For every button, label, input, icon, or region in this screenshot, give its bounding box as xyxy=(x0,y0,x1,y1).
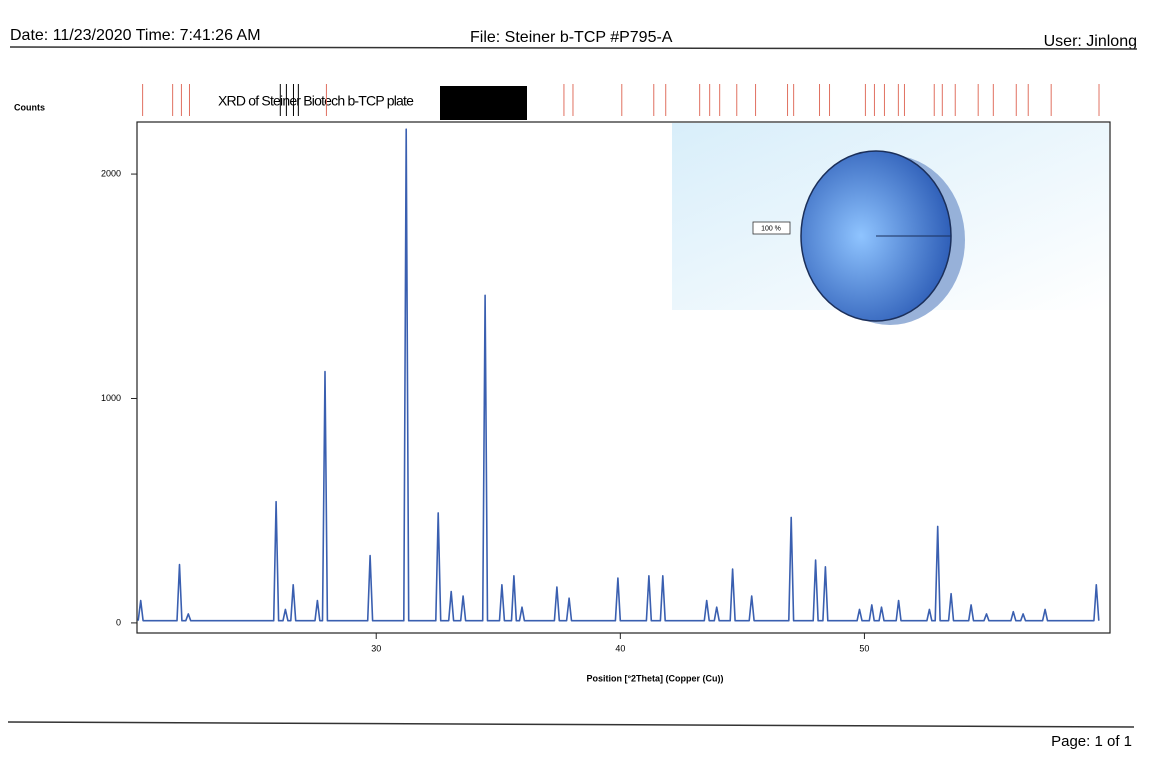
profile-line xyxy=(137,128,1100,622)
x-tick-label: 50 xyxy=(859,643,869,653)
header-user: User: Jinlong xyxy=(1044,33,1137,50)
header-rule xyxy=(9,46,1138,50)
pie-label-box xyxy=(752,221,791,235)
x-tick-label: 40 xyxy=(615,643,625,653)
chart-title: XRD of Steiner Biotech b-TCP plate xyxy=(218,93,414,109)
y-tick-label: 1000 xyxy=(101,393,121,403)
footer-page: Page: 1 of 1 xyxy=(1051,733,1132,750)
pie-label: 100 % xyxy=(761,225,781,232)
header-date: Date: 11/23/2020 Time: 7:41:26 AM xyxy=(10,27,261,44)
x-axis-label: Position [°2Theta] (Copper (Cu)) xyxy=(586,673,723,683)
y-tick-label: 2000 xyxy=(101,168,121,178)
y-axis-label: Counts xyxy=(14,102,45,112)
redaction xyxy=(440,86,527,120)
x-tick-label: 30 xyxy=(371,643,381,653)
plot-frame xyxy=(136,121,1111,634)
y-tick-label: 0 xyxy=(116,617,121,627)
header-file: File: Steiner b-TCP #P795-A xyxy=(470,29,673,46)
footer-rule xyxy=(7,721,1135,728)
